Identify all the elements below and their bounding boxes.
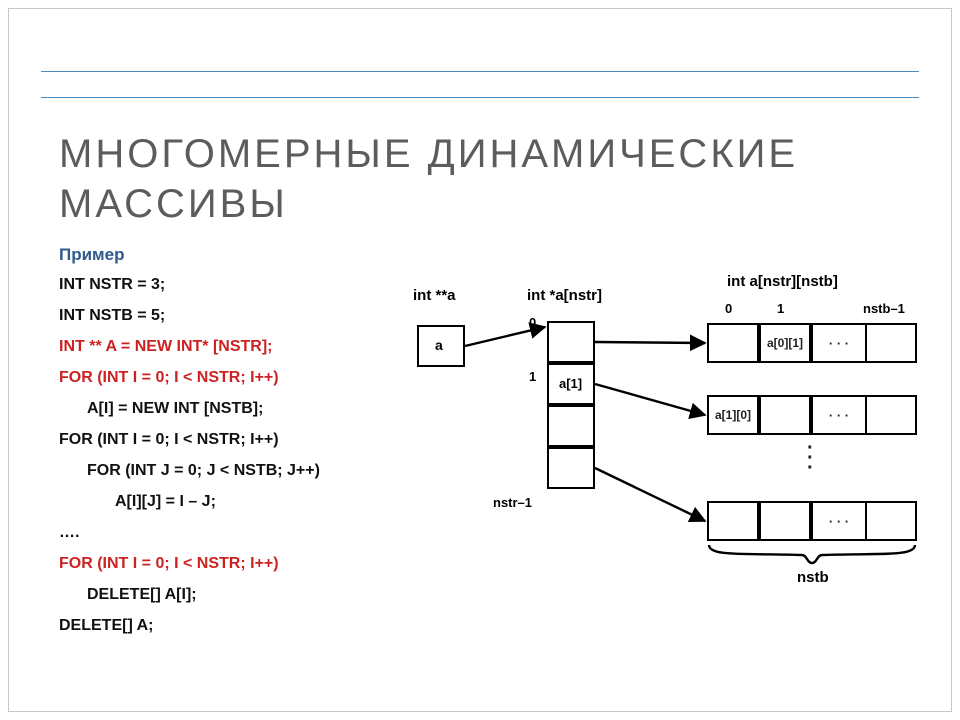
code-line-6: For (int i = 0; i < nstr; i++)	[59, 424, 419, 455]
code-line-1: Int nstr = 3;	[59, 269, 419, 300]
title-line-2: массивы	[59, 182, 288, 226]
code-line-2: Int nstb = 5;	[59, 300, 419, 331]
code-line-5: A[i] = new int [nstb];	[59, 393, 419, 424]
code-line-4: For (int i = 0; i < nstr; i++)	[59, 362, 419, 393]
code-line-7: For (int j = 0; j < nstb; j++)	[59, 455, 419, 486]
code-line-9: ….	[59, 517, 419, 548]
memory-diagram: int **a int *a[nstr] int a[nstr][nstb] 0…	[407, 265, 927, 625]
code-block: Int nstr = 3; Int nstb = 5; Int ** a = n…	[59, 269, 419, 641]
decorative-rule-top	[41, 71, 919, 72]
code-line-10: For (int i = 0; i < nstr; i++)	[59, 548, 419, 579]
code-line-8: A[i][j] = i – j;	[59, 486, 419, 517]
code-line-3: Int ** a = new int* [nstr];	[59, 331, 419, 362]
slide-title: Многомерные динамические массивы	[59, 129, 798, 229]
code-line-11: delete[] a[i];	[59, 579, 419, 610]
title-line-1: Многомерные динамические	[59, 132, 798, 176]
nstb-brace-label: nstb	[797, 569, 829, 586]
decorative-rule-bottom	[41, 97, 919, 98]
slide: Многомерные динамические массивы Пример …	[8, 8, 952, 712]
example-heading: Пример	[59, 245, 124, 265]
pointer-arrows	[407, 265, 927, 585]
code-line-12: delete[] a;	[59, 610, 419, 641]
